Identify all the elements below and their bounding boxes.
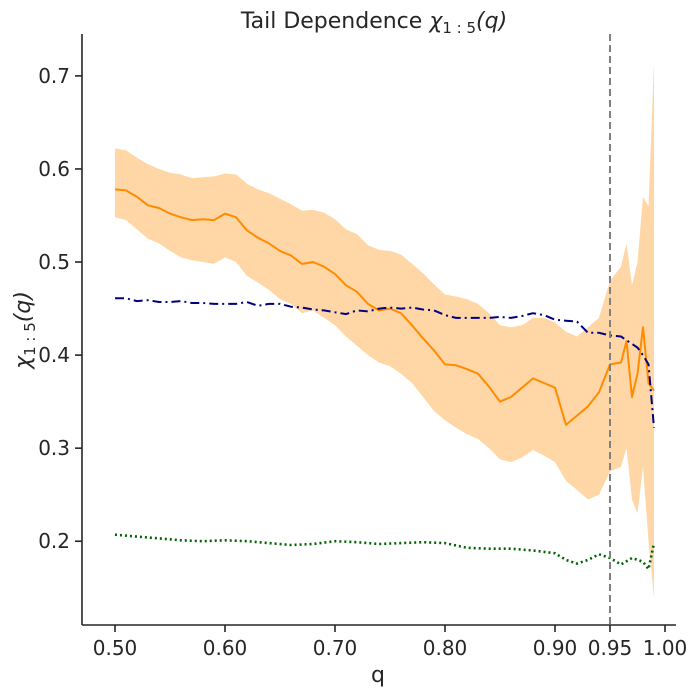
series-line-empirical bbox=[114, 188, 655, 426]
series-line-model-dashdot bbox=[115, 297, 655, 428]
y-axis-label: χ1 : 5(q) bbox=[11, 291, 39, 370]
chart-title: Tail Dependence χ1 : 5(q) bbox=[240, 9, 507, 37]
confidence-bands bbox=[115, 61, 654, 598]
y-tick-label: 0.2 bbox=[38, 529, 70, 553]
x-axis-ticks: 0.50 0.60 0.70 0.80 0.90 0.95 1.00 bbox=[93, 625, 688, 660]
y-tick-label: 0.3 bbox=[38, 436, 70, 460]
y-tick-label: 0.7 bbox=[38, 64, 70, 88]
y-axis-ticks: 0.2 0.3 0.4 0.5 0.6 0.7 bbox=[38, 64, 82, 553]
plot-area bbox=[114, 34, 656, 625]
x-tick-label: 1.00 bbox=[643, 636, 688, 660]
confidence-band-empirical bbox=[115, 61, 654, 598]
series-line-model-dotted bbox=[114, 533, 656, 571]
y-tick-label: 0.5 bbox=[38, 250, 70, 274]
x-tick-label: 0.70 bbox=[313, 636, 358, 660]
x-tick-label: 0.90 bbox=[533, 636, 578, 660]
axes bbox=[81, 34, 676, 626]
y-tick-label: 0.6 bbox=[38, 157, 70, 181]
x-axis-label: q bbox=[371, 663, 385, 688]
x-tick-label: 0.60 bbox=[203, 636, 248, 660]
x-tick-label: 0.80 bbox=[423, 636, 468, 660]
x-tick-label: 0.95 bbox=[588, 636, 633, 660]
y-tick-label: 0.4 bbox=[38, 343, 70, 367]
x-tick-label: 0.50 bbox=[93, 636, 138, 660]
